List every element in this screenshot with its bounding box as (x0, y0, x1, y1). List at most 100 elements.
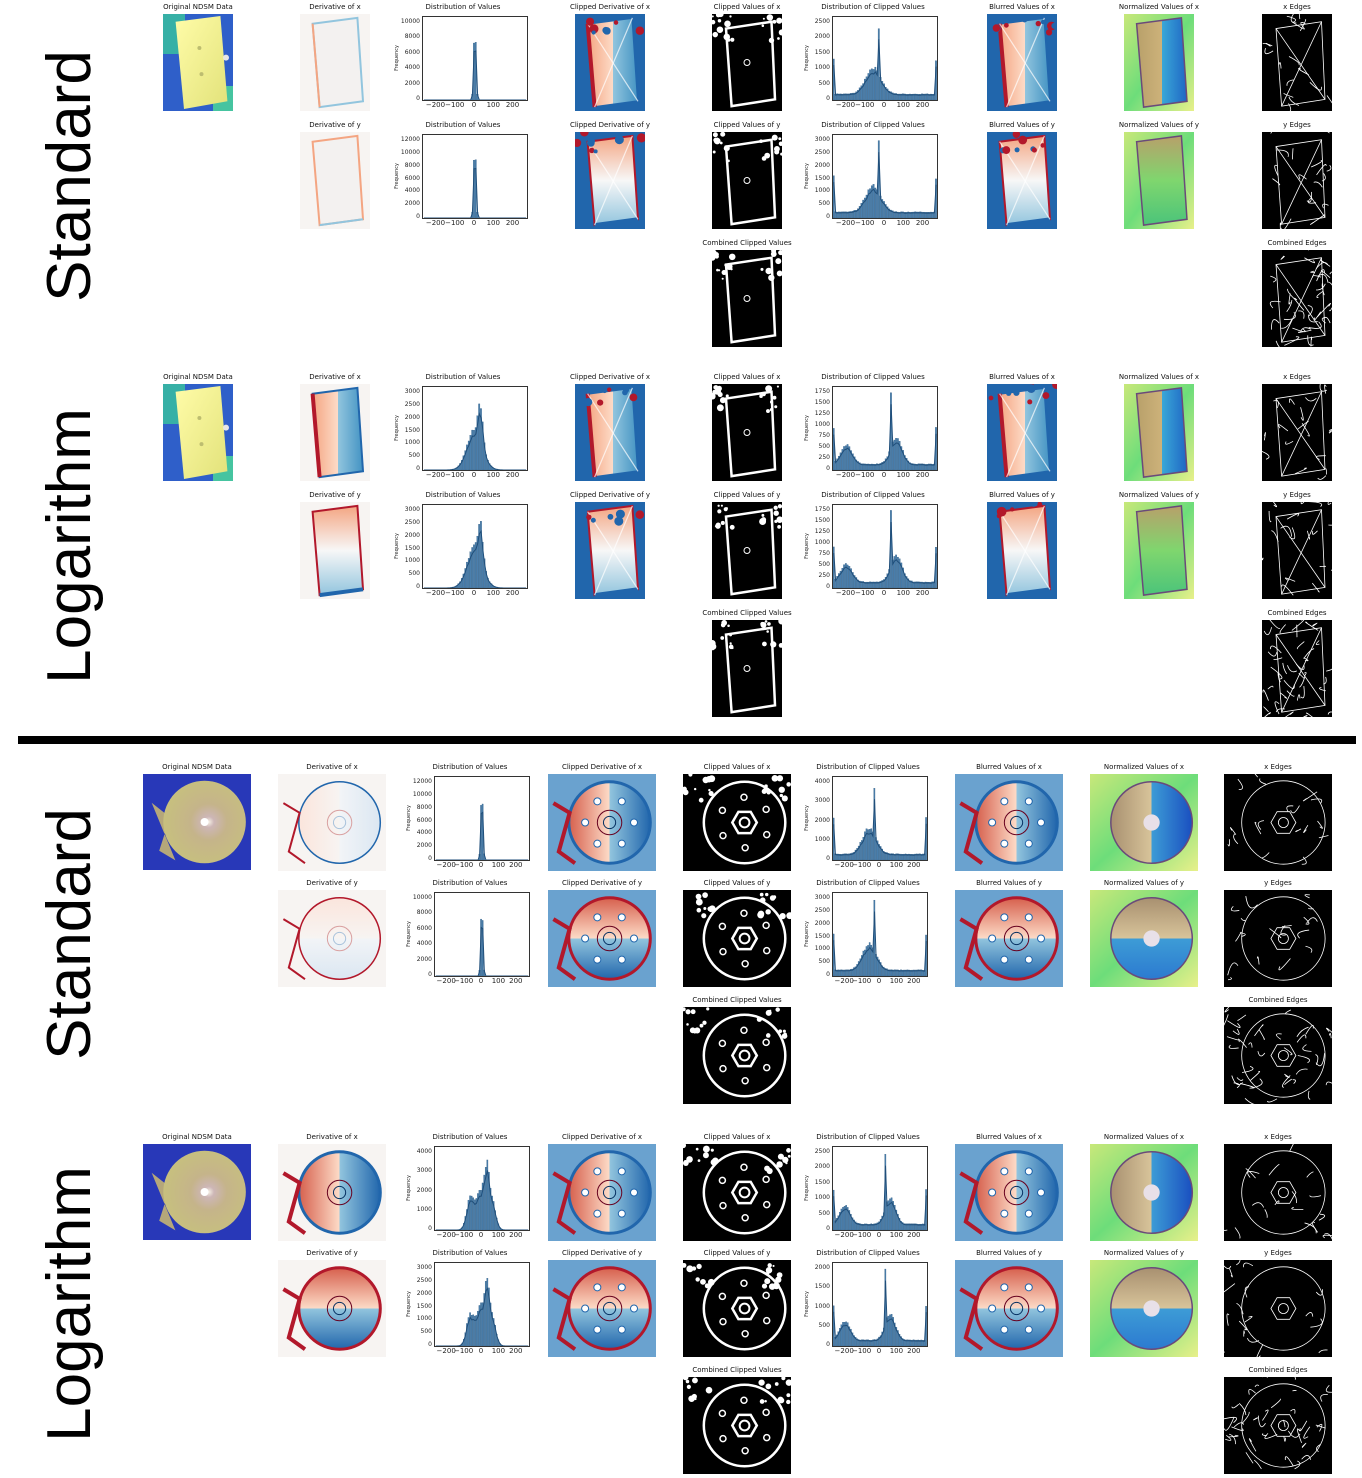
sec3-dist-clipped-x-bar (903, 1223, 905, 1230)
sec2-clipped-deriv-y-img (548, 890, 656, 987)
sec0-deriv-y-title: Derivative of y (309, 121, 361, 129)
sec3-dist-clipped-x-ytick: 2500 (814, 1148, 830, 1155)
sec2-normalized-y-title: Normalized Values of y (1103, 879, 1185, 887)
sec1-dist-y-ytick: 1000 (404, 557, 420, 565)
sec2-dist-clipped-x-bar (857, 845, 860, 860)
sec2-blurred-x: Blurred Values of x (955, 763, 1063, 871)
sec0-original-title: Original NDSM Data (163, 3, 233, 11)
sec1-dist-clipped-x-bar (924, 464, 927, 470)
sec0-dist-clipped-x-frame (832, 16, 938, 101)
sec3-dist-x-bar (466, 1209, 468, 1230)
sec0-dist-x-xtick: 100 (486, 101, 500, 109)
sec1-dist-clipped-y-bar (850, 568, 852, 588)
sec1-dist-x-xtick: −200 (425, 471, 446, 479)
sec1-deriv-y: Derivative of y (300, 491, 370, 599)
sec2-combined-clipped-img-bg (683, 1007, 791, 1104)
sec1-dist-y-bar (469, 551, 472, 588)
sec1-dist-clipped-y-bar (919, 581, 922, 588)
sec1-dist-y-xtick: 100 (486, 589, 500, 597)
sec1-dist-clipped-y-bar (931, 581, 934, 588)
sec0-dist-clipped-x-bar (896, 93, 899, 100)
sec0-clipped-vals-x: Clipped Values of x (712, 3, 782, 111)
sec0-dist-clipped-y-bar (893, 211, 896, 218)
sec1-deriv-y-title: Derivative of y (309, 491, 361, 499)
sec3-dist-y-xtick: 0 (478, 1347, 484, 1355)
sec1-dist-clipped-x-bar (902, 450, 904, 470)
sec2-dist-clipped-y-bar (920, 969, 923, 976)
sec0-clipped-deriv-y-title: Clipped Derivative of y (569, 121, 651, 129)
sec1-blurred-x-title: Blurred Values of x (989, 373, 1055, 381)
sec0-dist-y-ytick: 2000 (404, 200, 420, 208)
sec1-dist-clipped-y-ylabel: Frequency (803, 532, 810, 559)
sec1-dist-clipped-x-bar (914, 463, 917, 470)
sec3-dist-clipped-x-bar (881, 1215, 883, 1230)
sec0-dist-clipped-y-bar (903, 212, 906, 218)
sec1-original-img-roof (175, 385, 228, 480)
sec3-dist-clipped-x-xtick: −100 (851, 1231, 872, 1239)
sec1-dist-y-bar (481, 541, 484, 588)
sec1-dist-x-ytick: 2500 (404, 400, 420, 408)
sec3-dist-clipped-x-ytick: 500 (818, 1209, 830, 1217)
sec1-dist-clipped-x-bar (922, 463, 925, 470)
sec1-dist-y: Distribution of Values −200 −100 0 100 200 0 50… (394, 491, 528, 599)
sec2-dist-x-ytick: 2000 (416, 842, 432, 850)
sec3-dist-clipped-y-bar (862, 1339, 865, 1346)
sec3-dist-clipped-x-title: Distribution of Clipped Values (816, 1133, 920, 1141)
sec1-dist-y-frame (422, 504, 528, 589)
sec2-dist-clipped-y-xtick: −100 (851, 977, 872, 985)
sec1-dist-clipped-y-bar (848, 566, 851, 588)
sec1-dist-clipped-y-bar (909, 580, 911, 588)
sec0-blurred-x: Blurred Values of x (987, 3, 1057, 111)
sec3-dist-y-xtick: 200 (509, 1347, 523, 1355)
sec1-dist-clipped-y-bar (858, 580, 861, 588)
sec3-dist-x-bar (489, 1188, 492, 1230)
sec0-dist-x-xtick: 0 (471, 101, 477, 109)
sec2-dist-clipped-y-ylabel: Frequency (803, 920, 810, 947)
sec1-clipped-vals-x-title: Clipped Values of x (713, 373, 781, 381)
sec0-clipped-vals-x-img (712, 14, 782, 111)
sec1-clipped-deriv-y: Clipped Derivative of y (570, 491, 650, 599)
sec1-normalized-y: Normalized Values of y (1119, 491, 1199, 599)
sec1-blurred-x-img (987, 384, 1057, 481)
sec1-dist-y-kde (423, 529, 527, 588)
sec1-dist-clipped-x-bar (931, 464, 934, 470)
sec2-dist-x-kde (435, 811, 529, 860)
sec1-dist-clipped-y-bar (864, 581, 866, 588)
sec2-blurred-y-img (955, 890, 1063, 987)
sec2-dist-clipped-x-ytick: 3000 (814, 797, 830, 805)
sec1-dist-clipped-y-bar (895, 554, 897, 588)
sec0-dist-clipped-y-ytick: 3000 (814, 136, 830, 143)
sec0-dist-y-title: Distribution of Values (425, 121, 501, 129)
sec0-dist-clipped-y-ytick: 500 (818, 200, 830, 208)
sec3-dist-clipped-y-xtick: 0 (876, 1347, 882, 1355)
sec2-dist-x-xtick: −200 (436, 861, 456, 869)
sec3-dist-clipped-x-ytick: 0 (826, 1225, 830, 1232)
sec2-dist-clipped-y-plot (833, 899, 927, 976)
sec1-combined-clipped: Combined Clipped Values (702, 609, 792, 717)
sec0-edges-y: y Edges (1262, 121, 1332, 229)
sec2-clipped-deriv-x: Clipped Derivative of x (548, 763, 656, 871)
sec2-dist-clipped-x-xtick: 200 (907, 861, 921, 869)
sec2-deriv-x-img (278, 774, 386, 871)
sec0-dist-clipped-x-xtick: 0 (881, 101, 887, 109)
sec2-dist-clipped-x-bar (864, 831, 866, 860)
sec3-blurred-x-title: Blurred Values of x (976, 1133, 1042, 1141)
sec0-combined-edges: Combined Edges (1262, 239, 1332, 347)
sec0-dist-x-ytick: 8000 (404, 33, 420, 41)
sec2-edges-x-img (1224, 774, 1332, 871)
sec2-combined-clipped-title: Combined Clipped Values (692, 996, 782, 1004)
sec0-dist-y-xtick: −100 (445, 219, 465, 227)
sec3-blurred-y-title: Blurred Values of y (976, 1249, 1042, 1257)
sec3-dist-y-bar (489, 1302, 492, 1346)
sec3-dist-clipped-y-ytick: 0 (826, 1341, 830, 1348)
sec1-dist-x-bar (469, 435, 472, 470)
sec1-dist-y-xtick: 200 (505, 589, 520, 597)
sec1-clipped-vals-x-img (712, 384, 782, 481)
sec2-edges-x-title: x Edges (1264, 763, 1292, 771)
sec1-dist-clipped-x-xtick: −200 (835, 471, 856, 479)
sec1-dist-clipped-y-xtick: −200 (835, 589, 856, 597)
sec3-dist-clipped-x-bar (889, 1198, 891, 1230)
sec2-dist-clipped-x-ytick: 4000 (814, 778, 830, 785)
sec1-dist-clipped-y-bar (883, 579, 885, 588)
sec2-clipped-vals-x-img-bg (683, 774, 791, 871)
